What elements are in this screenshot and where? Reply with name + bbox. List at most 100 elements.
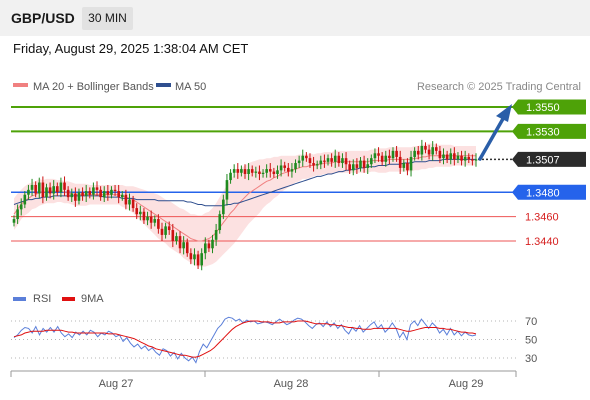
candle bbox=[110, 186, 113, 199]
candle bbox=[315, 160, 319, 170]
candle-body bbox=[384, 155, 388, 162]
candle bbox=[102, 186, 106, 203]
candle bbox=[232, 164, 236, 178]
candle bbox=[366, 158, 370, 174]
candle-body bbox=[77, 192, 81, 201]
candle bbox=[211, 234, 214, 254]
candle-body bbox=[366, 164, 370, 168]
candle-body bbox=[160, 228, 164, 235]
candle bbox=[146, 211, 149, 226]
candle bbox=[99, 186, 102, 201]
candle bbox=[171, 223, 175, 248]
candle-body bbox=[30, 184, 34, 190]
candle bbox=[95, 181, 99, 196]
candle bbox=[279, 159, 283, 177]
candle-body bbox=[434, 147, 438, 151]
candle bbox=[341, 153, 344, 168]
candle-body bbox=[157, 219, 160, 229]
candle-body bbox=[12, 219, 16, 223]
candle-body bbox=[189, 253, 193, 260]
candle bbox=[34, 181, 37, 198]
candle-body bbox=[258, 171, 261, 174]
candle-body bbox=[445, 154, 449, 160]
candle bbox=[424, 142, 427, 154]
candle bbox=[388, 149, 391, 165]
candle bbox=[106, 184, 110, 201]
candle-body bbox=[106, 191, 110, 195]
candle-body bbox=[453, 153, 456, 160]
candle bbox=[139, 205, 142, 221]
candle bbox=[189, 248, 193, 265]
candle bbox=[19, 198, 23, 216]
price-tag-text: 1.3507 bbox=[526, 154, 560, 166]
candle-body bbox=[471, 159, 474, 161]
candle-body bbox=[149, 216, 153, 223]
candle bbox=[250, 165, 254, 177]
candle-body bbox=[142, 211, 146, 221]
candle-body bbox=[120, 194, 124, 198]
candle-body bbox=[268, 169, 272, 172]
candle bbox=[12, 215, 16, 227]
candle-body bbox=[196, 254, 200, 266]
candle bbox=[48, 182, 52, 199]
candle bbox=[120, 191, 124, 201]
candle-body bbox=[409, 156, 413, 171]
candle-body bbox=[287, 167, 290, 172]
candle bbox=[406, 158, 409, 176]
candle-body bbox=[211, 239, 214, 249]
candle-body bbox=[164, 226, 167, 235]
candle bbox=[70, 188, 74, 203]
candle-body bbox=[171, 230, 175, 241]
candle-body bbox=[19, 204, 23, 210]
candle bbox=[319, 155, 323, 170]
price-tags: 1.3550 1.3530 1.3507 1.3480 1.3460 1.3440 bbox=[512, 99, 586, 248]
candle-body bbox=[74, 193, 77, 201]
ma50-legend-label: MA 50 bbox=[175, 81, 206, 93]
candle-body bbox=[377, 153, 380, 156]
candle bbox=[157, 214, 160, 234]
candle bbox=[77, 188, 81, 205]
candle bbox=[445, 150, 449, 164]
rsi-tick-50: 50 bbox=[525, 335, 537, 347]
candle-body bbox=[348, 164, 351, 171]
candle-body bbox=[88, 191, 92, 195]
candle-body bbox=[380, 155, 384, 162]
forecast-arrow bbox=[478, 104, 516, 161]
candle bbox=[416, 145, 420, 160]
candle-body bbox=[41, 182, 45, 198]
candle-body bbox=[460, 155, 463, 161]
price-tag-1.3480: 1.3480 bbox=[512, 184, 586, 200]
candle-body bbox=[113, 189, 117, 192]
bollinger-band-area bbox=[14, 143, 476, 267]
candle bbox=[323, 154, 326, 168]
candle-body bbox=[243, 169, 247, 174]
candle bbox=[391, 147, 395, 162]
candle-body bbox=[95, 187, 99, 190]
candle bbox=[373, 148, 377, 164]
candle bbox=[214, 223, 218, 246]
candle-body bbox=[84, 191, 88, 196]
candle-body bbox=[56, 186, 59, 193]
rsi-legend-swatch bbox=[13, 297, 26, 301]
candle bbox=[23, 191, 27, 209]
candle-body bbox=[185, 242, 189, 254]
candle bbox=[236, 163, 240, 179]
candle bbox=[222, 194, 225, 220]
candle-body bbox=[283, 165, 287, 168]
candle bbox=[471, 154, 474, 166]
candle-body bbox=[276, 170, 279, 174]
candle bbox=[344, 152, 348, 171]
timeframe-badge[interactable]: 30 MIN bbox=[82, 7, 133, 30]
rsi-ma-legend-swatch bbox=[62, 297, 75, 301]
candle bbox=[59, 177, 63, 198]
candle bbox=[460, 150, 463, 166]
price-tag-1.3507: 1.3507 bbox=[512, 151, 586, 167]
candle-body bbox=[45, 187, 48, 198]
candle bbox=[218, 210, 222, 234]
price-tag-bg bbox=[512, 151, 586, 167]
ma20-legend-label: MA 20 + Bollinger Bands bbox=[33, 81, 154, 93]
candle-body bbox=[424, 145, 427, 150]
candle-body bbox=[23, 194, 27, 205]
candle bbox=[74, 187, 77, 207]
rsi-panel: 70 50 30 bbox=[11, 316, 537, 365]
